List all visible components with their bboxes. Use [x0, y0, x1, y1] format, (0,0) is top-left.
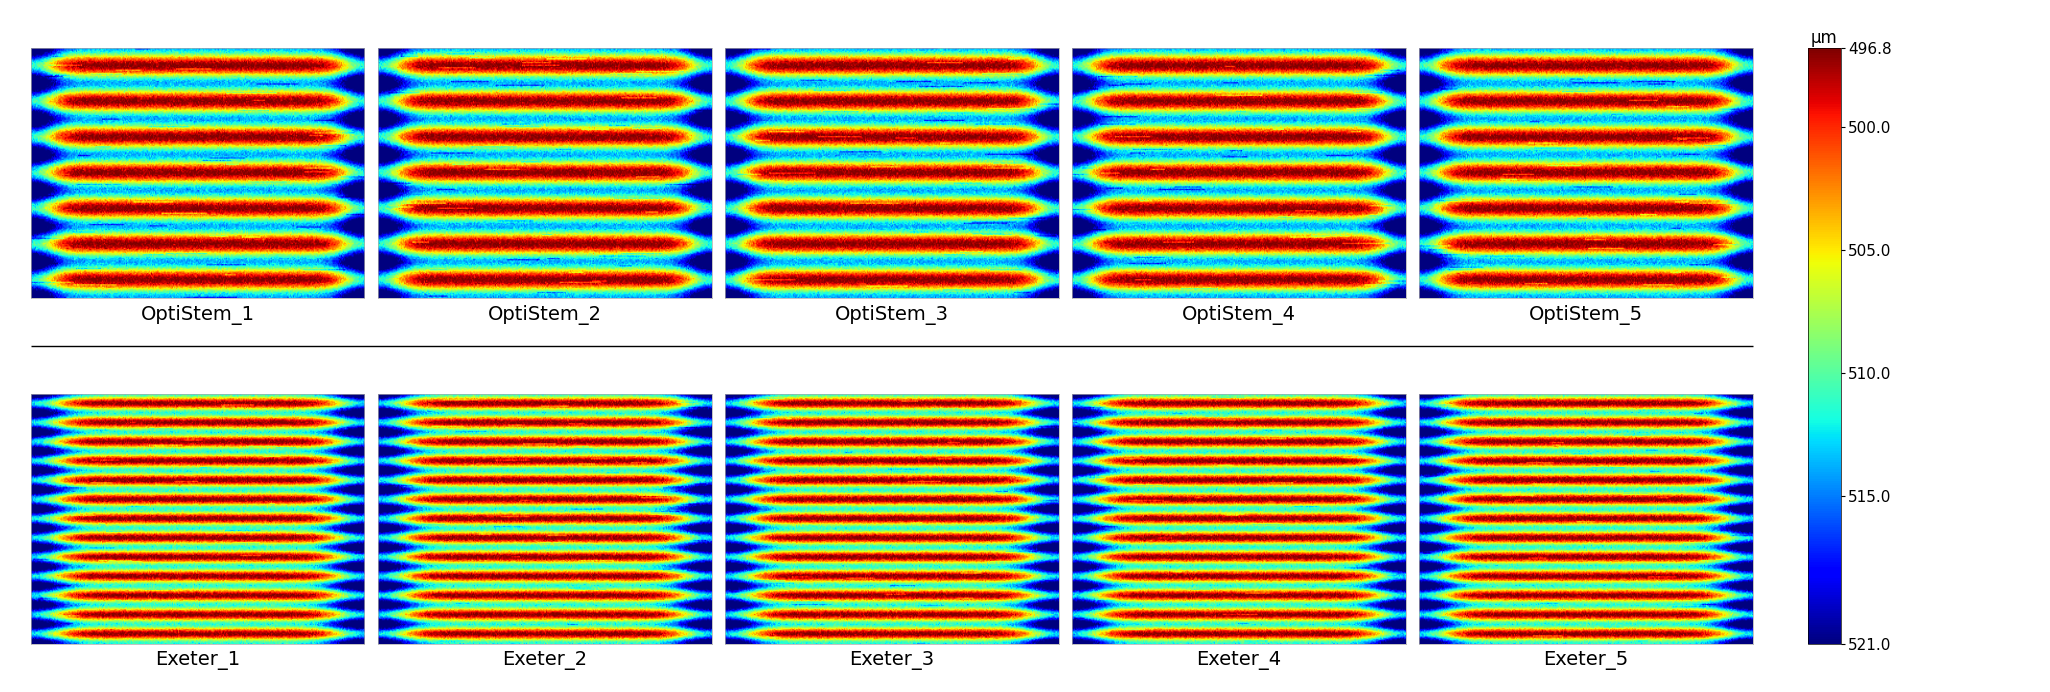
X-axis label: OptiStem_3: OptiStem_3: [834, 305, 949, 325]
X-axis label: Exeter_5: Exeter_5: [1544, 650, 1628, 669]
X-axis label: OptiStem_1: OptiStem_1: [141, 305, 254, 325]
X-axis label: OptiStem_5: OptiStem_5: [1529, 305, 1642, 325]
X-axis label: OptiStem_2: OptiStem_2: [488, 305, 603, 325]
X-axis label: Exeter_2: Exeter_2: [502, 650, 586, 669]
X-axis label: Exeter_3: Exeter_3: [849, 650, 935, 669]
X-axis label: Exeter_1: Exeter_1: [156, 650, 240, 669]
X-axis label: OptiStem_4: OptiStem_4: [1181, 305, 1296, 325]
X-axis label: Exeter_4: Exeter_4: [1197, 650, 1281, 669]
Title: μm: μm: [1810, 29, 1839, 47]
